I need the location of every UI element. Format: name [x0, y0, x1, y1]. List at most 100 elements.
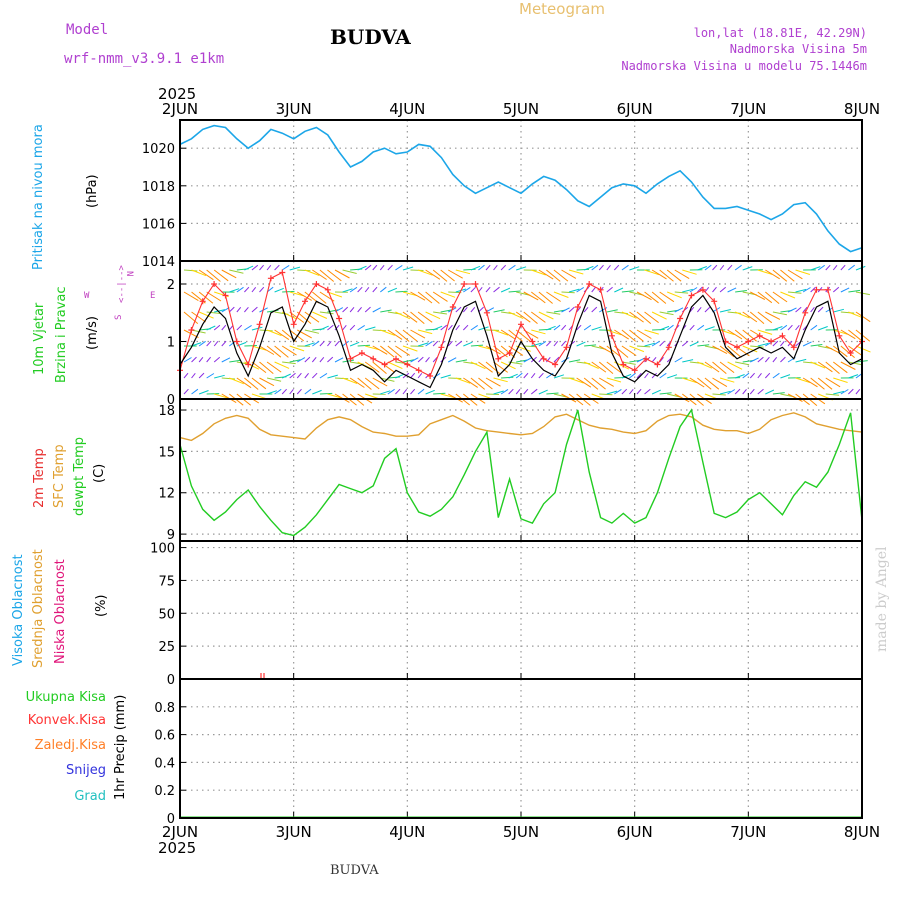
wind-vector [236, 306, 242, 313]
elevation: Nadmorska Visina 5m [730, 42, 867, 56]
wind-vector [772, 269, 788, 282]
wind-vector [757, 291, 773, 304]
wind-vector [651, 269, 667, 280]
wind-vector [349, 306, 355, 313]
precip-frame [179, 678, 863, 819]
cloud-ytick-1: 25 [158, 640, 175, 655]
wind-gust-point [393, 355, 399, 362]
wind-vector-row-2 [183, 306, 871, 324]
wind-vector [198, 372, 205, 379]
wind-vector [833, 308, 845, 313]
pressure-panel: 1014 1016 1018 1020 [142, 119, 863, 270]
wind-vector [206, 291, 222, 302]
wind-vector [410, 269, 424, 271]
wind-vector [432, 325, 443, 331]
wind-vector [266, 361, 282, 373]
wind-vector [727, 361, 743, 370]
wind-vector [727, 329, 743, 340]
wind-vector [274, 361, 290, 369]
temp-ytick-3: 18 [158, 404, 175, 419]
wind-vector [508, 290, 521, 293]
wind-vector [538, 340, 547, 347]
wind-vector [410, 291, 426, 301]
wind-vector [334, 357, 344, 363]
bottom-time-ticks: 2JUN 3JUN 4JUN 5JUN 6JUN 7JUN 8JUN [162, 823, 880, 841]
wind-vector [485, 264, 491, 271]
wind-vector [697, 306, 702, 313]
wind-vector [304, 311, 320, 323]
wind-vector [576, 377, 592, 388]
wind-vector [319, 392, 333, 395]
wind-vector [757, 388, 764, 395]
wind-vector [621, 361, 636, 365]
wind-gust-point [199, 298, 206, 305]
wind-vector [266, 329, 282, 337]
wind-vector [493, 264, 498, 271]
wind-gust-point [779, 332, 786, 339]
wind-vector [380, 309, 392, 313]
wind-vector [546, 340, 552, 347]
wind-vector [244, 361, 260, 370]
wind-ytick-2: 2 [167, 278, 175, 293]
wind-vector [334, 324, 340, 331]
wind-vector [183, 388, 189, 395]
temp-label-1: 2m Temp [32, 448, 47, 508]
wind-vector [440, 269, 455, 282]
wind-gust-point [734, 344, 740, 351]
wind-vector [244, 286, 250, 293]
pressure-ytick-1: 1016 [142, 217, 175, 232]
wind-vector [282, 361, 296, 365]
temp-label-3: dewpt Temp [72, 437, 87, 516]
wind-vector [372, 286, 378, 293]
wind-vector [629, 345, 645, 353]
wind-vector [327, 269, 342, 282]
wind-vector [667, 374, 678, 379]
wind-vector [568, 288, 580, 293]
bottom-tick-6: 8JUN [844, 823, 880, 841]
wind-vector [848, 311, 864, 319]
wind-vector [832, 361, 848, 374]
wind-gust-point [483, 309, 490, 316]
wind-vector [553, 269, 569, 282]
wind-vector [666, 324, 674, 331]
wind-vector [440, 374, 451, 379]
wind-vector [629, 266, 640, 271]
wind-vector-row-3 [183, 324, 871, 342]
wind-vector [765, 291, 780, 304]
wind-vector [621, 373, 632, 379]
wind-vector [727, 345, 742, 358]
wind-vector [274, 388, 282, 395]
wind-vector-row-6 [183, 372, 863, 390]
model-label: Model [66, 22, 108, 38]
wind-vector [402, 329, 418, 342]
wind-vector [787, 291, 802, 294]
wind-vector [402, 311, 418, 323]
wind-vector [365, 345, 380, 351]
wind-vector [606, 377, 622, 383]
wind-vector [380, 329, 395, 336]
wind-vector [825, 361, 840, 374]
wind-gust-point [631, 367, 638, 374]
wind-vector [848, 345, 863, 357]
wind-vector [183, 269, 198, 272]
wind-vector [463, 377, 478, 388]
wind-vector [478, 361, 493, 373]
wind-vector [485, 286, 491, 293]
wind-vector [795, 269, 811, 275]
bottom-tick-1: 3JUN [276, 823, 312, 841]
wind-vector [312, 311, 328, 319]
wind-vector [191, 311, 206, 323]
wind-vector [583, 377, 599, 390]
wind-vector [523, 388, 529, 395]
wind-vector [500, 345, 516, 358]
precip-label-conv: Konvek.Kisa [28, 713, 106, 728]
wind-vector [372, 307, 381, 313]
wind-vector [659, 269, 674, 282]
wind-vector [825, 345, 841, 354]
wind-vector [719, 286, 727, 293]
wind-gust-point [586, 281, 593, 287]
compass-arrows: <--|--> [117, 264, 127, 303]
wind-vector [719, 309, 731, 313]
wind-vector [742, 266, 753, 271]
top-tick-2: 4JUN [389, 100, 425, 118]
